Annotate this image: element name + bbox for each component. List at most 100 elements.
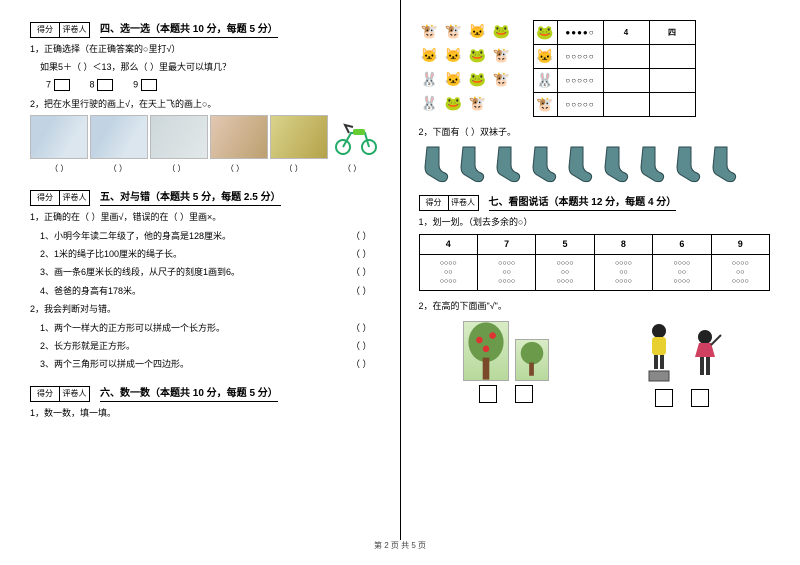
sock-icon	[419, 145, 449, 183]
sock-icon	[599, 145, 629, 183]
sock-icon	[563, 145, 593, 183]
q4-1-options: 7 8 9	[46, 79, 382, 91]
blank[interactable]: （ ）	[265, 163, 323, 174]
socks-row	[419, 145, 771, 183]
score-block-4: 得分 评卷人 四、选一选（本题共 10 分，每题 5 分）	[30, 20, 382, 38]
blank[interactable]: （ ）	[206, 163, 264, 174]
opt-8: 8	[90, 79, 95, 89]
circle-cell[interactable]: ○○○○○○○○○○	[594, 254, 652, 290]
line-text: 1、两个一样大的正方形可以拼成一个长方形。	[40, 321, 225, 335]
height-compare	[419, 321, 771, 407]
section-6-title: 六、数一数（本题共 10 分，每题 5 分）	[100, 384, 278, 402]
score-label: 得分	[30, 190, 60, 206]
right-column: 🐮 🐮 🐱 🐸 🐱 🐱 🐸 🐮 🐰 🐱 🐸 🐮 🐰 🐸 🐮 🐸●●●●○4四 🐱…	[401, 0, 800, 540]
cow-icon: 🐮	[491, 44, 513, 66]
circles: ●●●●○	[557, 21, 603, 45]
q5-2-1: 1、两个一样大的正方形可以拼成一个长方形。 （ ）	[40, 321, 382, 335]
ship-1-image	[30, 115, 88, 159]
short-tree-image	[515, 339, 549, 381]
frog-icon: 🐸	[467, 44, 489, 66]
score-label: 得分	[30, 386, 60, 402]
motorbike-image	[330, 115, 382, 159]
rabbit-icon: 🐰	[419, 68, 441, 90]
row-icon: 🐸	[533, 21, 557, 45]
vehicle-images	[30, 115, 382, 159]
frog-icon: 🐸	[467, 68, 489, 90]
sock-icon	[635, 145, 665, 183]
answer-box[interactable]	[691, 389, 709, 407]
opt-9: 9	[133, 79, 138, 89]
num-cell[interactable]	[603, 45, 649, 69]
sock-icon	[527, 145, 557, 183]
row-icon: 🐱	[533, 45, 557, 69]
blank[interactable]: （ ）	[351, 357, 372, 371]
q4-1: 1，正确选择（在正确答案的○里打√）	[30, 42, 382, 56]
han-cell[interactable]	[649, 93, 695, 117]
num-cell[interactable]	[603, 69, 649, 93]
sock-icon	[671, 145, 701, 183]
cow-icon: 🐮	[467, 92, 489, 114]
left-column: 得分 评卷人 四、选一选（本题共 10 分，每题 5 分） 1，正确选择（在正确…	[0, 0, 401, 540]
section-5-title: 五、对与错（本题共 5 分，每题 2.5 分）	[100, 188, 281, 206]
kid-on-stool-image	[639, 321, 679, 385]
score-block-6: 得分 评卷人 六、数一数（本题共 10 分，每题 5 分）	[30, 384, 382, 402]
cow-icon: 🐮	[419, 20, 441, 42]
tall-tree-image	[463, 321, 509, 381]
score-block-7: 得分 评卷人 七、看图说话（本题共 12 分，每题 4 分）	[419, 193, 771, 211]
num-cell[interactable]: 4	[603, 21, 649, 45]
page-footer: 第 2 页 共 5 页	[0, 540, 800, 551]
line-text: 2、长方形就是正方形。	[40, 339, 135, 353]
han-cell[interactable]	[649, 69, 695, 93]
hdr-cell: 7	[477, 234, 535, 254]
blank[interactable]: （ ）	[351, 229, 372, 243]
cat-icon: 🐱	[443, 44, 465, 66]
circles: ○○○○○	[557, 45, 603, 69]
sock-icon	[491, 145, 521, 183]
q5-1-1: 1、小明今年读二年级了，他的身高是128厘米。 （ ）	[40, 229, 382, 243]
answer-box[interactable]	[479, 385, 497, 403]
q5-1-3: 3、画一条6厘米长的线段，从尺子的刻度1画到6。 （ ）	[40, 265, 382, 279]
blank[interactable]: （ ）	[147, 163, 205, 174]
num-cell[interactable]	[603, 93, 649, 117]
animal-counting: 🐮 🐮 🐱 🐸 🐱 🐱 🐸 🐮 🐰 🐱 🐸 🐮 🐰 🐸 🐮 🐸●●●●○4四 🐱…	[419, 20, 771, 117]
circle-cell[interactable]: ○○○○○○○○○○	[653, 254, 711, 290]
blank[interactable]: （ ）	[351, 284, 372, 298]
blank[interactable]: （ ）	[351, 247, 372, 261]
sock-icon	[455, 145, 485, 183]
blank[interactable]: （ ）	[30, 163, 88, 174]
worksheet-page: 得分 评卷人 四、选一选（本题共 10 分，每题 5 分） 1，正确选择（在正确…	[0, 0, 800, 540]
cat-icon: 🐱	[467, 20, 489, 42]
grader-label: 评卷人	[449, 195, 479, 211]
circle-cell[interactable]: ○○○○○○○○○○	[536, 254, 594, 290]
circles: ○○○○○	[557, 93, 603, 117]
circle-cell[interactable]: ○○○○○○○○○○	[419, 254, 477, 290]
q7-2: 2，在高的下面画"√"。	[419, 299, 771, 313]
table-row: 🐰○○○○○	[533, 69, 695, 93]
q5-2-2: 2、长方形就是正方形。 （ ）	[40, 339, 382, 353]
line-text: 1、小明今年读二年级了，他的身高是128厘米。	[40, 229, 231, 243]
line-text: 4、爸爸的身高有178米。	[40, 284, 141, 298]
cat-icon: 🐱	[443, 68, 465, 90]
answer-box[interactable]	[54, 79, 70, 91]
line-text: 3、画一条6厘米长的线段，从尺子的刻度1画到6。	[40, 265, 240, 279]
answer-box[interactable]	[97, 79, 113, 91]
han-cell[interactable]: 四	[649, 21, 695, 45]
blank[interactable]: （ ）	[351, 321, 372, 335]
hdr-cell: 6	[653, 234, 711, 254]
blank[interactable]: （ ）	[351, 265, 372, 279]
answer-box[interactable]	[515, 385, 533, 403]
blank[interactable]: （ ）	[351, 339, 372, 353]
blank[interactable]: （ ）	[89, 163, 147, 174]
ship-2-image	[90, 115, 148, 159]
answer-box[interactable]	[141, 79, 157, 91]
score-label: 得分	[30, 22, 60, 38]
q6-1: 1，数一数，填一填。	[30, 406, 382, 420]
circle-cell[interactable]: ○○○○○○○○○○	[477, 254, 535, 290]
answer-box[interactable]	[655, 389, 673, 407]
frog-icon: 🐸	[491, 20, 513, 42]
animal-icons: 🐮 🐮 🐱 🐸 🐱 🐱 🐸 🐮 🐰 🐱 🐸 🐮 🐰 🐸 🐮	[419, 20, 529, 117]
blank[interactable]: （ ）	[323, 163, 381, 174]
han-cell[interactable]	[649, 45, 695, 69]
circle-cell[interactable]: ○○○○○○○○○○	[711, 254, 769, 290]
table-row: ○○○○○○○○○○ ○○○○○○○○○○ ○○○○○○○○○○ ○○○○○○○…	[419, 254, 770, 290]
